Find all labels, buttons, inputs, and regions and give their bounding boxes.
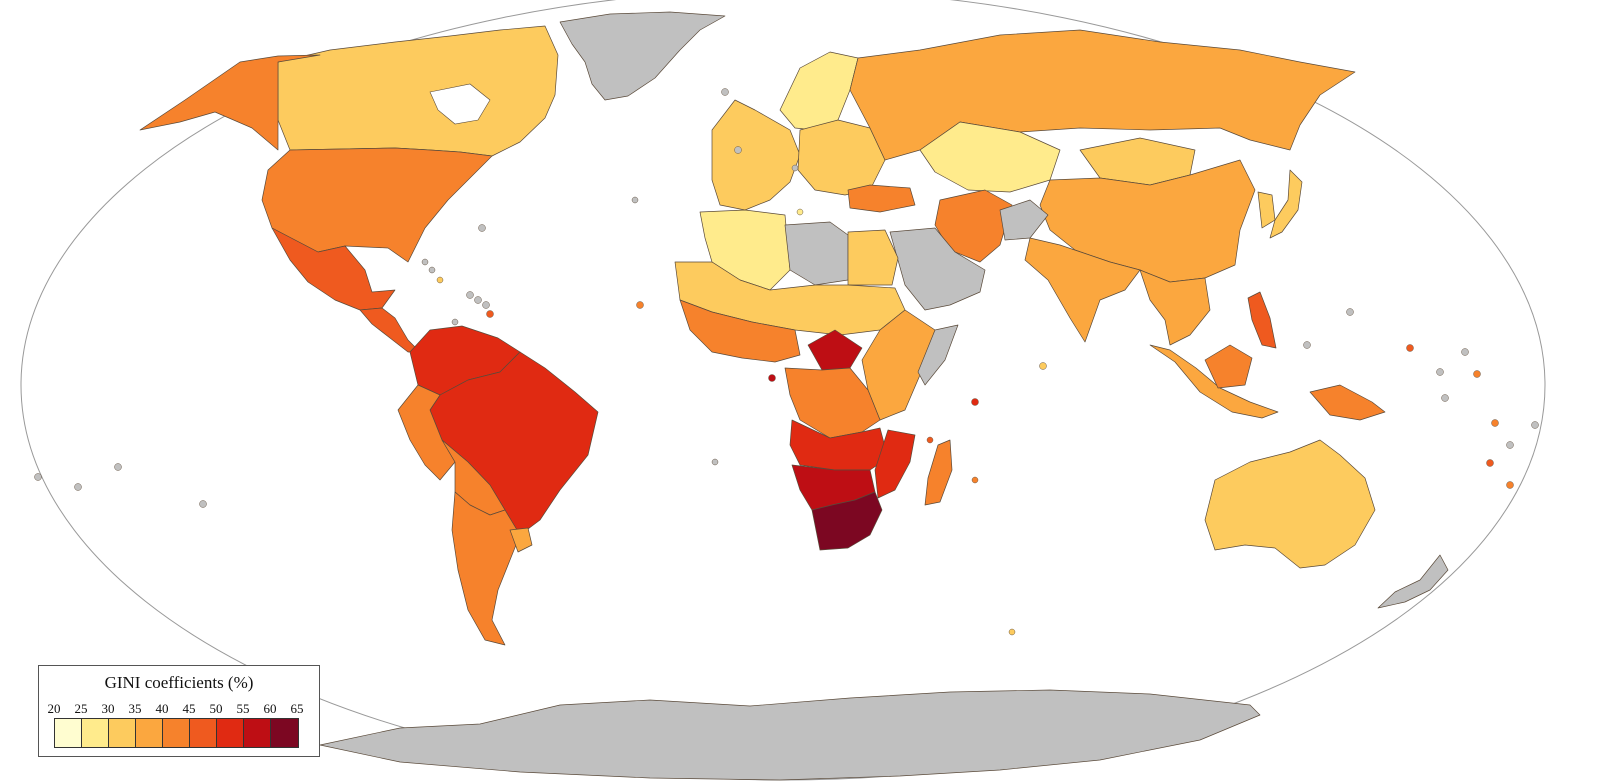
island-marker — [1491, 419, 1499, 427]
region-western-europe[interactable] — [711, 99, 801, 211]
region-southeast-asia[interactable] — [1139, 269, 1211, 346]
island-marker — [421, 258, 429, 266]
island-marker — [486, 310, 494, 318]
island-marker — [631, 196, 639, 204]
region-russia[interactable] — [849, 29, 1356, 161]
region-canada[interactable] — [277, 25, 559, 157]
island-marker — [791, 164, 799, 172]
legend-tick-label: 65 — [290, 701, 304, 716]
hudson-bay — [429, 83, 491, 125]
region-papua-new-guinea[interactable] — [1309, 384, 1386, 421]
legend-ticks: 20 25 30 35 40 45 50 55 60 65 — [39, 701, 321, 717]
island-marker — [199, 500, 207, 508]
region-greenland[interactable] — [559, 11, 726, 101]
island-marker — [768, 374, 776, 382]
island-marker — [1441, 394, 1449, 402]
legend-tick-label: 20 — [47, 701, 61, 716]
legend-title: GINI coefficients (%) — [104, 673, 254, 692]
island-marker — [482, 301, 490, 309]
island-marker — [466, 291, 474, 299]
region-congo[interactable] — [784, 367, 881, 439]
region-east-africa[interactable] — [861, 309, 936, 421]
region-new-zealand[interactable] — [1377, 554, 1449, 609]
legend-swatch — [217, 719, 244, 747]
legend-tick-label: 30 — [101, 701, 115, 716]
legend-swatch — [244, 719, 271, 747]
region-borneo[interactable] — [1204, 344, 1253, 389]
legend-tick-label: 60 — [263, 701, 277, 716]
island-marker — [436, 276, 444, 284]
legend-swatch — [55, 719, 82, 747]
legend-tick-label: 55 — [236, 701, 250, 716]
region-iran[interactable] — [934, 189, 1013, 263]
legend-tick-label: 25 — [74, 701, 88, 716]
island-marker — [1346, 308, 1354, 316]
region-south-africa[interactable] — [811, 491, 883, 551]
island-markers — [34, 88, 1539, 636]
region-australia[interactable] — [1204, 439, 1376, 569]
region-central-african-republic[interactable] — [807, 329, 863, 371]
region-uruguay[interactable] — [509, 527, 533, 553]
legend-swatch — [109, 719, 136, 747]
island-marker — [1486, 459, 1494, 467]
region-japan[interactable] — [1269, 169, 1303, 239]
legend-tick-label: 40 — [155, 701, 169, 716]
legend: GINI coefficients (%) 20 25 30 35 40 45 50 55 60… — [38, 665, 320, 757]
island-marker — [34, 473, 42, 481]
region-madagascar[interactable] — [924, 439, 953, 506]
region-west-africa[interactable] — [679, 299, 801, 363]
region-indonesia[interactable] — [1149, 344, 1279, 419]
region-argentina-chile[interactable] — [451, 491, 521, 646]
island-marker — [1406, 344, 1414, 352]
island-marker — [428, 266, 436, 274]
island-marker — [734, 146, 742, 154]
island-marker — [451, 318, 459, 326]
island-marker — [711, 458, 719, 466]
island-marker — [1303, 341, 1311, 349]
island-marker — [1473, 370, 1481, 378]
region-india[interactable] — [1024, 237, 1141, 343]
island-marker — [926, 436, 934, 444]
region-mozambique[interactable] — [874, 429, 916, 499]
island-marker — [1008, 628, 1016, 636]
region-peru-ecuador[interactable] — [397, 384, 456, 481]
island-marker — [796, 208, 804, 216]
legend-tick-label: 50 — [209, 701, 223, 716]
island-marker — [474, 296, 482, 304]
legend-swatch — [163, 719, 190, 747]
region-alaska[interactable] — [139, 54, 321, 151]
island-marker — [1461, 348, 1469, 356]
island-marker — [636, 301, 644, 309]
legend-swatch — [271, 719, 298, 747]
island-marker — [971, 476, 979, 484]
region-turkey[interactable] — [847, 184, 916, 213]
region-philippines[interactable] — [1247, 291, 1277, 349]
legend-swatch — [136, 719, 163, 747]
legend-swatch — [190, 719, 217, 747]
region-egypt[interactable] — [847, 229, 899, 286]
region-mexico[interactable] — [271, 227, 396, 311]
island-marker — [1039, 362, 1047, 370]
region-united-states[interactable] — [261, 147, 493, 263]
region-afghanistan[interactable] — [999, 199, 1049, 241]
island-marker — [1436, 368, 1444, 376]
island-marker — [971, 398, 979, 406]
island-marker — [1531, 421, 1539, 429]
region-antarctica[interactable] — [319, 689, 1261, 781]
legend-tick-label: 35 — [128, 701, 142, 716]
legend-color-scale — [54, 718, 299, 748]
legend-swatch — [82, 719, 109, 747]
island-marker — [478, 224, 486, 232]
region-china[interactable] — [1039, 159, 1256, 283]
legend-tick-label: 45 — [182, 701, 196, 716]
region-arabia[interactable] — [889, 227, 986, 311]
island-marker — [721, 88, 729, 96]
island-marker — [74, 483, 82, 491]
island-marker — [1506, 481, 1514, 489]
region-somalia[interactable] — [917, 324, 959, 386]
island-marker — [114, 463, 122, 471]
island-marker — [1506, 441, 1514, 449]
